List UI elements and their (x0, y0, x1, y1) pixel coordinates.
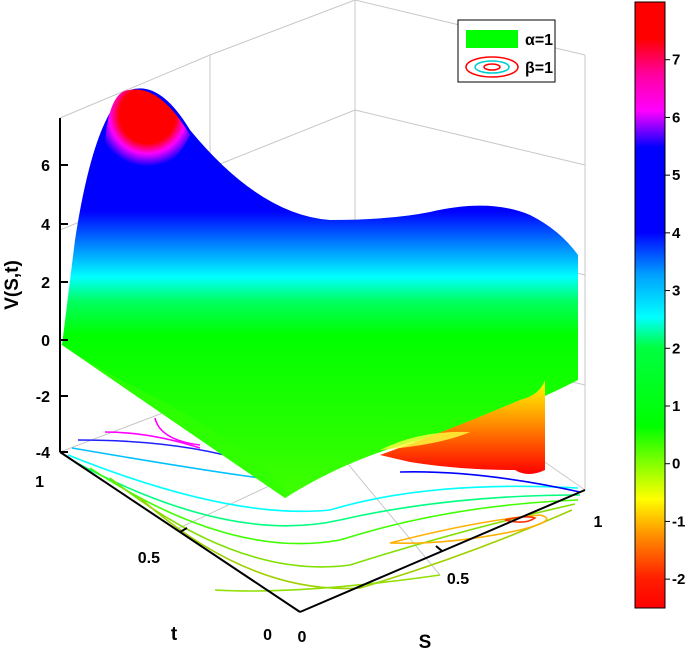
contour-line (104, 431, 201, 449)
colorbar-tick-label: 4 (672, 225, 681, 242)
surface-yellow-streak (380, 431, 470, 450)
z-tick-label: 4 (41, 217, 50, 234)
contour-line (389, 514, 548, 545)
t-tick-label: 1 (35, 474, 44, 491)
z-tick-label: 6 (41, 158, 50, 175)
s-ticks: 0 0.5 1 (298, 514, 603, 646)
contour-line (109, 477, 576, 568)
contour-line (67, 454, 579, 513)
colorbar-tick-label: 6 (672, 109, 680, 126)
contour-lines (67, 417, 581, 592)
t-tick-label: 0.5 (138, 550, 160, 567)
colorbar-tick-label: 3 (672, 283, 680, 300)
colorbar-scale (634, 1, 666, 609)
contour-line (71, 447, 261, 479)
legend-swatch-contour (465, 56, 519, 78)
s-axis-line (299, 489, 586, 613)
s-tick-label: 1 (594, 514, 603, 531)
z-axis-label: V(S,t) (2, 260, 23, 310)
legend-entry-beta: β=1 (525, 60, 553, 77)
z-tick-label: -2 (36, 389, 50, 406)
contour-line (214, 574, 441, 592)
contour-line (74, 461, 581, 527)
colorbar-tick-label: 7 (672, 52, 680, 69)
surface-body (62, 88, 578, 498)
s-axis-label: S (419, 632, 432, 652)
t-tick-label: 0 (263, 627, 272, 644)
legend: α=1 β=1 (457, 19, 556, 83)
colorbar: -2 -1 0 1 2 3 4 5 6 7 (634, 1, 685, 609)
colorbar-tick-label: 2 (672, 340, 680, 357)
contour-line (154, 417, 201, 446)
legend-swatch-surface (466, 30, 518, 48)
legend-entry-alpha: α=1 (525, 32, 553, 49)
colorbar-tick-label: 0 (672, 456, 680, 473)
surface (62, 88, 578, 498)
contour-line (89, 467, 579, 545)
surface-lower-band (62, 345, 290, 498)
colorbar-tick-label: 1 (672, 398, 680, 415)
colorbar-tick-label: -2 (672, 571, 685, 588)
z-tick-label: 0 (41, 333, 50, 350)
t-axis-label: t (171, 624, 178, 645)
contour-line (399, 471, 581, 493)
surface-peak (105, 89, 190, 175)
z-ticks: 6 4 2 0 -2 -4 (36, 158, 50, 462)
z-tick-label: -4 (36, 445, 50, 462)
colorbar-tick-label: -1 (672, 513, 685, 530)
contour-line (504, 516, 537, 523)
colorbar-tick-label: 5 (672, 167, 680, 184)
s-tick-label: 0 (298, 629, 307, 646)
z-tick-label: 2 (41, 275, 50, 292)
t-ticks: 1 0.5 0 (35, 474, 272, 644)
axes (59, 118, 586, 613)
surface-dip (380, 380, 545, 474)
contour-line (139, 497, 573, 590)
s-tick-label: 0.5 (447, 571, 469, 588)
